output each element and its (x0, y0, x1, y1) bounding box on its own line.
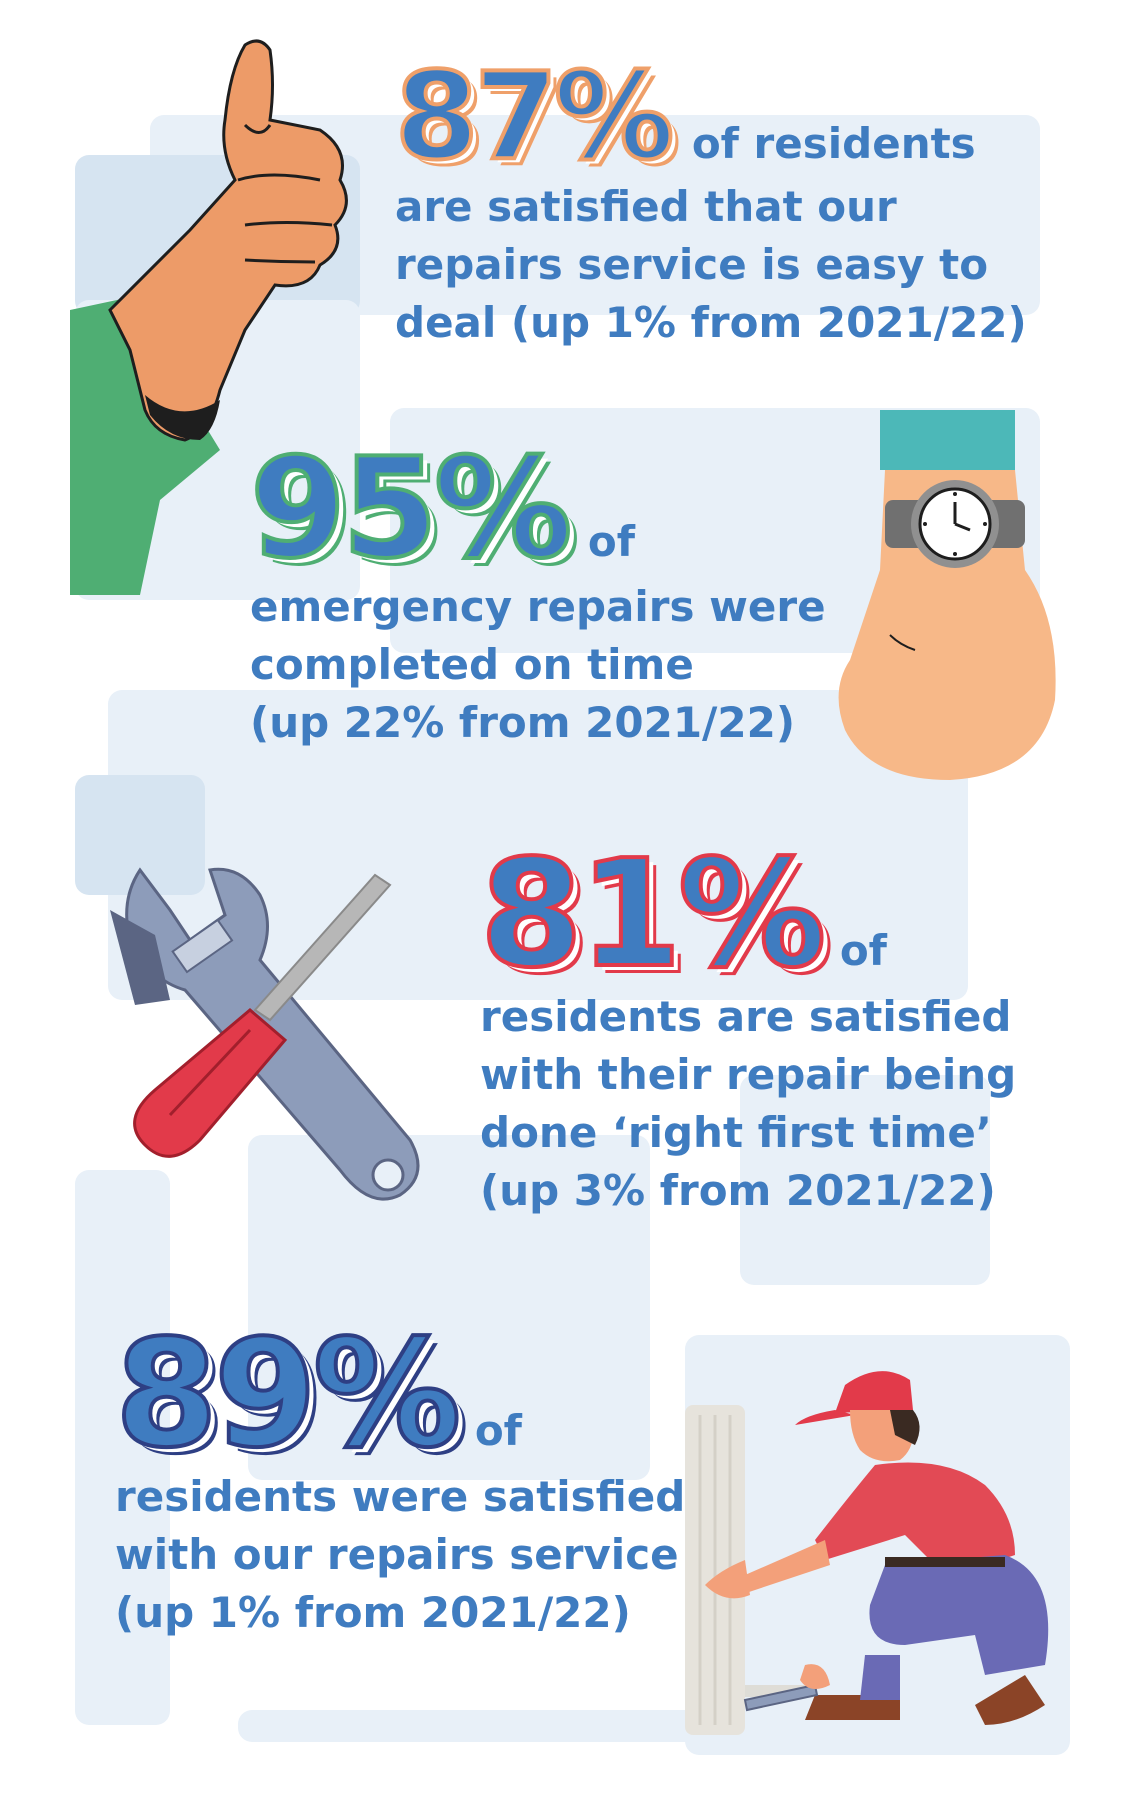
stat-block: 81% of residents are satisfied with thei… (478, 828, 1017, 1220)
bg-panel (238, 1710, 708, 1742)
bg-panel (248, 1135, 650, 1480)
stat-percent: 89% (113, 1308, 463, 1480)
stat-line: repairs service is easy to (395, 240, 989, 289)
stat-line: residents were satisfied (115, 1472, 686, 1521)
stat-lead-text: of (474, 1406, 522, 1455)
stat-percent: 95% (248, 428, 574, 589)
wrench-and-screwdriver-icon (110, 867, 420, 1201)
wrist-watch-icon (838, 410, 1056, 780)
stat-lead-text: of (587, 517, 636, 566)
thumbs-up-hand-icon (70, 39, 348, 595)
stat-line: done ‘right first time’ (480, 1108, 992, 1157)
stat-line: (up 22% from 2021/22) (250, 698, 796, 747)
stat-line: (up 3% from 2021/22) (480, 1166, 996, 1215)
stat-line: with our repairs service (115, 1530, 679, 1579)
stat-line: are satisfied that our (395, 182, 897, 231)
stat-line: emergency repairs were (250, 582, 826, 631)
stat-lead-text: of (839, 926, 887, 975)
stat-percent: 81% (478, 828, 828, 1000)
stat-line: (up 1% from 2021/22) (115, 1588, 631, 1637)
stat-block: 87% of residents are satisfied that our … (393, 48, 1027, 352)
stat-block: 95% of emergency repairs were completed … (248, 428, 826, 752)
stat-line: with their repair being (480, 1050, 1017, 1099)
stat-percent: 87% (393, 48, 676, 187)
stat-lead-text: of residents (691, 119, 976, 168)
stat-line: completed on time (250, 640, 694, 689)
bg-panel (75, 1170, 170, 1725)
repairman-fixing-radiator-icon (685, 1371, 1049, 1735)
stat-line: residents are satisfied (480, 992, 1012, 1041)
bg-panel (740, 1075, 990, 1285)
stat-block: 89% of residents were satisfied with our… (113, 1308, 686, 1642)
stat-line: deal (up 1% from 2021/22) (395, 298, 1027, 347)
